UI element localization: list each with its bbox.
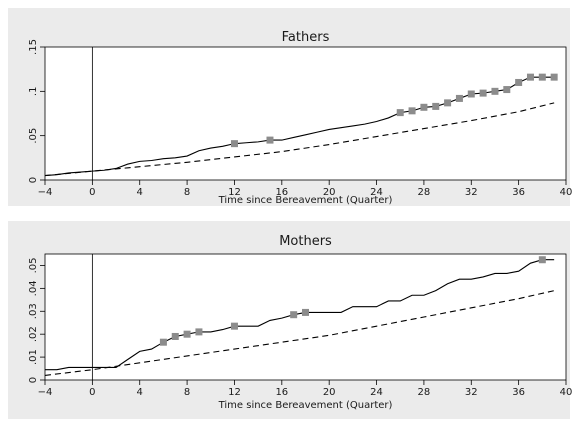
x-tick-label: 16 — [275, 387, 288, 398]
chart-title: Mothers — [279, 234, 332, 249]
data-point-marker — [230, 140, 238, 148]
y-tick-label: .03 — [28, 303, 39, 319]
y-tick-label: .05 — [28, 258, 39, 274]
data-point-marker — [408, 107, 416, 115]
x-tick-label: 36 — [512, 187, 525, 198]
plot-region — [44, 46, 567, 181]
x-tick-label: 24 — [370, 387, 383, 398]
data-point-marker — [171, 332, 179, 340]
dashed-series-line — [44, 290, 555, 376]
data-point-marker — [290, 311, 298, 319]
data-point-marker — [396, 109, 404, 117]
x-tick-label: 28 — [418, 387, 431, 398]
data-point-marker — [444, 99, 452, 107]
x-tick-label: −4 — [38, 387, 53, 398]
panel-mothers: Mothers 0 .01 .02 .03 .04 .05 −4 0 4 8 12 16 20 24 28 32… — [8, 221, 572, 419]
data-point-marker — [538, 73, 546, 81]
data-point-marker — [195, 328, 203, 336]
x-axis-title: Time since Bereavement (Quarter) — [218, 195, 393, 206]
dashed-series-line — [44, 102, 555, 177]
x-tick-label: 32 — [465, 187, 478, 198]
x-tick-label: −4 — [38, 187, 53, 198]
x-tick-label: 28 — [418, 187, 431, 198]
x-tick-label: 4 — [137, 387, 143, 398]
data-point-marker — [432, 102, 440, 110]
x-tick-label: 16 — [275, 187, 288, 198]
x-tick-label: 20 — [323, 387, 336, 398]
x-tick-label: 24 — [370, 187, 383, 198]
x-tick-label: 20 — [323, 187, 336, 198]
y-tick-label: .01 — [28, 349, 39, 365]
solid-series-line — [45, 259, 555, 371]
y-tick-label: .02 — [28, 326, 39, 342]
data-point-marker — [503, 86, 511, 94]
data-point-marker — [491, 87, 499, 95]
y-tick-label: 0 — [28, 177, 39, 183]
data-point-marker — [230, 322, 238, 330]
data-point-marker — [266, 136, 274, 144]
y-tick-label: .1 — [28, 87, 39, 97]
data-point-marker — [550, 73, 558, 81]
y-tick-label: .15 — [28, 39, 39, 55]
panel-fathers: Fathers 0 .05 .1 .15 −4 0 4 8 12 16 20 24 28 32 36 40 Tim… — [8, 8, 572, 206]
x-tick-label: 0 — [89, 387, 95, 398]
x-tick-label: 40 — [560, 387, 573, 398]
x-tick-label: 8 — [184, 187, 190, 198]
data-point-marker — [302, 308, 309, 316]
x-tick-label: 36 — [512, 387, 525, 398]
x-tick-label: 12 — [228, 387, 241, 398]
data-point-marker — [526, 73, 534, 81]
x-tick-label: 32 — [465, 387, 478, 398]
y-tick-label: 0 — [28, 377, 39, 383]
chart-title: Fathers — [282, 30, 330, 45]
data-point-marker — [538, 256, 546, 264]
data-point-marker — [420, 103, 428, 111]
data-point-marker — [515, 78, 523, 86]
data-point-marker — [479, 89, 487, 97]
data-point-marker — [159, 338, 167, 346]
x-tick-label: 8 — [184, 387, 190, 398]
x-axis-title: Time since Bereavement (Quarter) — [218, 400, 393, 411]
data-point-marker — [467, 90, 475, 98]
plot-region — [44, 253, 567, 381]
x-tick-label: 12 — [228, 187, 241, 198]
x-tick-label: 4 — [137, 187, 143, 198]
x-tick-label: 0 — [89, 187, 95, 198]
data-point-marker — [455, 94, 463, 102]
y-tick-label: .04 — [28, 280, 39, 296]
data-point-marker — [183, 330, 191, 338]
x-tick-label: 40 — [560, 187, 573, 198]
y-tick-label: .05 — [28, 128, 39, 144]
